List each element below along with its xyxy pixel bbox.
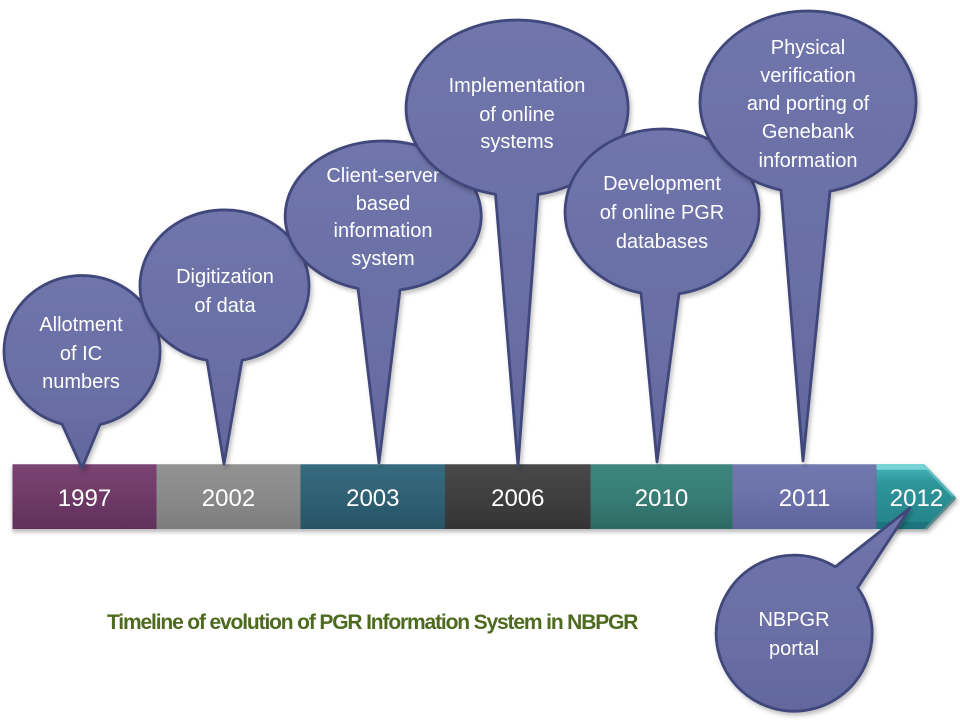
svg-text:1997: 1997 [58,485,111,512]
svg-text:of online PGR: of online PGR [600,202,725,224]
svg-text:Physical: Physical [771,37,845,59]
svg-text:2010: 2010 [635,485,688,512]
svg-text:Development: Development [603,173,721,195]
svg-text:numbers: numbers [42,371,120,393]
svg-text:of online: of online [479,104,555,126]
svg-text:2003: 2003 [346,485,399,512]
svg-text:Genebank: Genebank [762,121,855,143]
svg-text:verification: verification [760,65,856,87]
svg-text:2012: 2012 [890,485,943,512]
svg-text:of IC: of IC [60,343,102,365]
svg-text:2006: 2006 [491,485,544,512]
svg-text:Client-server: Client-server [326,165,440,187]
svg-text:Allotment: Allotment [39,314,123,336]
svg-text:systems: systems [480,131,553,153]
svg-text:Implementation: Implementation [449,75,586,97]
svg-text:Timeline of evolution of PGR I: Timeline of evolution of PGR Information… [107,611,638,634]
svg-text:of data: of data [194,295,256,317]
svg-text:Digitization: Digitization [176,266,274,288]
svg-text:databases: databases [616,231,708,253]
svg-text:system: system [351,248,414,270]
svg-text:and porting of: and porting of [747,93,870,115]
svg-text:portal: portal [769,638,819,660]
svg-text:2011: 2011 [779,485,831,512]
svg-text:NBPGR: NBPGR [758,609,829,631]
svg-text:2002: 2002 [202,485,255,512]
svg-text:based: based [356,193,411,215]
svg-text:information: information [759,150,858,172]
svg-text:information: information [334,220,433,242]
